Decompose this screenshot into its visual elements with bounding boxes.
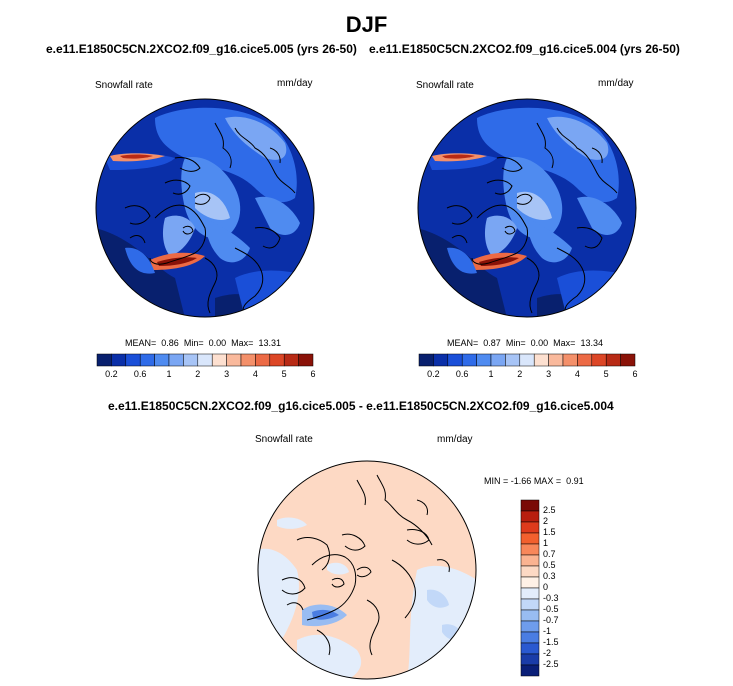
diff-colorbar-swatch xyxy=(520,664,540,677)
panel-1-case-title: e.e11.E1850C5CN.2XCO2.f09_g16.cice5.005 … xyxy=(46,42,357,56)
colorbar-swatch xyxy=(168,353,184,367)
panel-2-units-label: mm/day xyxy=(598,78,634,89)
abs-colorbar-1-ticks: 0.2 0.6 1 2 3 4 5 6 xyxy=(97,369,315,381)
colorbar-swatch xyxy=(211,353,227,367)
colorbar-swatch xyxy=(298,353,314,367)
diff-colorbar-tick-label: -0.7 xyxy=(543,615,559,625)
diff-colorbar-tick-label: 2.5 xyxy=(543,505,556,515)
colorbar-tick-label: 2 xyxy=(517,369,523,379)
diff-colorbar-tick-label: 1 xyxy=(543,538,549,548)
colorbar-tick-label: 5 xyxy=(603,369,609,379)
snowfall-map-2 xyxy=(417,98,637,318)
diff-colorbar-swatch xyxy=(520,642,540,655)
diff-colorbar-tick-label: -0.5 xyxy=(543,604,559,614)
panel-1-variable-label: Snowfall rate xyxy=(95,80,153,91)
diff-colorbar-tick-label: -0.3 xyxy=(543,593,559,603)
colorbar-swatch xyxy=(620,353,636,367)
colorbar-tick-label: 4 xyxy=(252,369,258,379)
diff-colorbar-swatch xyxy=(520,554,540,567)
diff-colorbar-tick-label: -1 xyxy=(543,626,552,636)
diff-colorbar-tick-label: 2 xyxy=(543,516,549,526)
diff-colorbar-tick-label: 0.5 xyxy=(543,560,556,570)
diff-colorbar xyxy=(520,499,540,677)
colorbar-swatch xyxy=(226,353,242,367)
diff-colorbar-tick-label: -2 xyxy=(543,648,552,658)
colorbar-swatch xyxy=(548,353,564,367)
colorbar-swatch xyxy=(418,353,434,367)
colorbar-swatch xyxy=(111,353,127,367)
colorbar-swatch xyxy=(96,353,112,367)
colorbar-tick-label: 3 xyxy=(546,369,552,379)
abs-colorbar-2-ticks: 0.2 0.6 1 2 3 4 5 6 xyxy=(419,369,637,381)
diff-colorbar-tick-label: 0.3 xyxy=(543,571,556,581)
colorbar-swatch xyxy=(519,353,535,367)
colorbar-tick-label: 5 xyxy=(281,369,287,379)
diff-colorbar-swatch xyxy=(520,521,540,534)
colorbar-tick-label: 1 xyxy=(488,369,494,379)
colorbar-swatch xyxy=(139,353,155,367)
diff-colorbar-swatch xyxy=(520,631,540,644)
colorbar-swatch xyxy=(461,353,477,367)
colorbar-swatch xyxy=(283,353,299,367)
colorbar-swatch xyxy=(240,353,256,367)
colorbar-swatch xyxy=(125,353,141,367)
diff-colorbar-tick-label: -1.5 xyxy=(543,637,559,647)
colorbar-tick-label: 0.6 xyxy=(133,369,147,379)
diff-colorbar-swatch xyxy=(520,565,540,578)
abs-colorbar-1 xyxy=(96,353,314,367)
snowfall-map-1 xyxy=(95,98,315,318)
colorbar-tick-label: 6 xyxy=(632,369,638,379)
colorbar-swatch xyxy=(447,353,463,367)
diff-colorbar-swatch xyxy=(520,653,540,666)
panel-1-units-label: mm/day xyxy=(277,78,313,89)
diff-colorbar-swatch xyxy=(520,609,540,622)
colorbar-swatch xyxy=(476,353,492,367)
colorbar-swatch xyxy=(605,353,621,367)
diff-colorbar-swatch xyxy=(520,499,540,512)
snowfall-difference-map xyxy=(257,460,477,680)
colorbar-swatch xyxy=(591,353,607,367)
diff-colorbar-swatch xyxy=(520,598,540,611)
colorbar-swatch xyxy=(433,353,449,367)
diff-colorbar-ticks: 2.5 2 1.5 1 0.7 0.5 0.3 0 -0.3 -0.5 -0.7 -1 -1.5 -2 -2… xyxy=(543,500,573,676)
diff-stats: MIN = -1.66 MAX = 0.91 xyxy=(484,476,584,486)
diff-colorbar-tick-label: 0 xyxy=(543,582,549,592)
diff-colorbar-swatch xyxy=(520,532,540,545)
panel-1-stats: MEAN= 0.86 Min= 0.00 Max= 13.31 xyxy=(125,338,281,348)
colorbar-swatch xyxy=(269,353,285,367)
abs-colorbar-2 xyxy=(418,353,636,367)
panel-2-stats: MEAN= 0.87 Min= 0.00 Max= 13.34 xyxy=(447,338,603,348)
colorbar-tick-label: 0.6 xyxy=(455,369,469,379)
colorbar-swatch xyxy=(154,353,170,367)
colorbar-tick-label: 2 xyxy=(195,369,201,379)
colorbar-tick-label: 6 xyxy=(310,369,316,379)
panel-2-variable-label: Snowfall rate xyxy=(416,80,474,91)
colorbar-tick-label: 3 xyxy=(224,369,230,379)
diff-colorbar-swatch xyxy=(520,576,540,589)
colorbar-swatch xyxy=(490,353,506,367)
colorbar-swatch xyxy=(183,353,199,367)
diff-colorbar-swatch xyxy=(520,510,540,523)
diff-case-title: e.e11.E1850C5CN.2XCO2.f09_g16.cice5.005 … xyxy=(108,399,614,413)
diff-colorbar-swatch xyxy=(520,587,540,600)
diff-colorbar-swatch xyxy=(520,543,540,556)
panel-2-case-title: e.e11.E1850C5CN.2XCO2.f09_g16.cice5.004 … xyxy=(369,42,680,56)
colorbar-tick-label: 0.2 xyxy=(105,369,118,379)
figure-title: DJF xyxy=(345,12,388,37)
diff-colorbar-swatch xyxy=(520,620,540,633)
colorbar-swatch xyxy=(577,353,593,367)
colorbar-tick-label: 0.2 xyxy=(427,369,440,379)
colorbar-tick-label: 4 xyxy=(574,369,580,379)
colorbar-swatch xyxy=(533,353,549,367)
colorbar-swatch xyxy=(505,353,521,367)
colorbar-swatch xyxy=(197,353,213,367)
colorbar-swatch xyxy=(562,353,578,367)
diff-colorbar-tick-label: 1.5 xyxy=(543,527,556,537)
colorbar-tick-label: 1 xyxy=(166,369,172,379)
diff-units-label: mm/day xyxy=(437,434,473,445)
colorbar-swatch xyxy=(255,353,271,367)
diff-colorbar-tick-label: 0.7 xyxy=(543,549,556,559)
diff-variable-label: Snowfall rate xyxy=(255,434,313,445)
diff-colorbar-tick-label: -2.5 xyxy=(543,659,559,669)
